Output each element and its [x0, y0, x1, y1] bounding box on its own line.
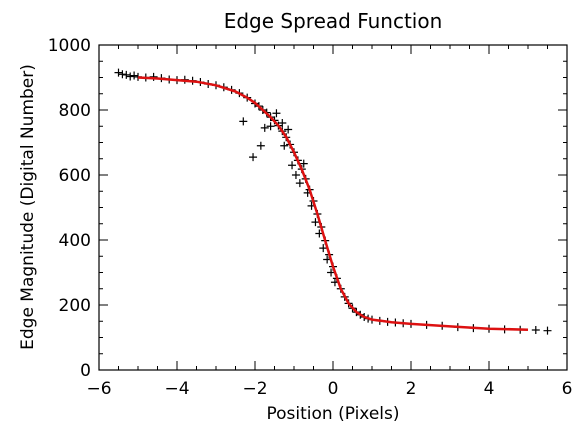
scatter-point: [256, 141, 265, 150]
scatter-point: [543, 326, 552, 335]
scatter-point: [311, 218, 320, 227]
fit-curve: [137, 76, 529, 331]
fit-line: [137, 76, 529, 331]
plot-frame: [98, 44, 568, 371]
scatter-point: [118, 70, 127, 79]
x-axis-label: Position (Pixels): [266, 404, 399, 424]
scatter-point: [114, 68, 123, 77]
scatter-point: [122, 70, 131, 79]
y-tick-label: 0: [80, 361, 91, 381]
scatter-point: [126, 72, 135, 81]
y-tick-label: 400: [59, 231, 91, 251]
y-tick-label: 200: [59, 296, 91, 316]
x-tick-label: 4: [484, 379, 495, 399]
x-tick-label: 2: [406, 379, 417, 399]
data-points: [114, 68, 552, 335]
scatter-point: [284, 125, 293, 134]
scatter-point: [280, 141, 289, 150]
y-tick-label: 600: [59, 166, 91, 186]
scatter-point: [327, 268, 336, 277]
y-tick-label: 1000: [48, 36, 91, 56]
scatter-point: [319, 244, 328, 253]
scatter-point: [295, 179, 304, 188]
x-tick-label: −4: [164, 379, 189, 399]
y-axis-label: Edge Magnitude (Digital Number): [18, 64, 38, 350]
axis-ticks: −6 −4 −2 0 2 4 6 0 200 400 600 800 1000: [48, 36, 573, 399]
x-tick-label: 6: [562, 379, 573, 399]
scatter-point: [291, 171, 300, 179]
x-tick-label: 0: [328, 379, 339, 399]
y-tick-label: 800: [59, 101, 91, 121]
scatter-point: [278, 119, 287, 127]
scatter-point: [239, 117, 248, 126]
x-tick-label: −6: [86, 379, 111, 399]
scatter-point: [299, 159, 308, 168]
scatter-point: [130, 71, 139, 80]
scatter-point: [260, 123, 269, 132]
scatter-point: [249, 153, 258, 162]
scatter-point: [288, 161, 297, 170]
scatter-point: [272, 109, 281, 118]
scatter-point: [266, 122, 275, 131]
x-tick-label: −2: [242, 379, 267, 399]
chart-title: Edge Spread Function: [224, 9, 443, 33]
scatter-point: [531, 326, 540, 335]
